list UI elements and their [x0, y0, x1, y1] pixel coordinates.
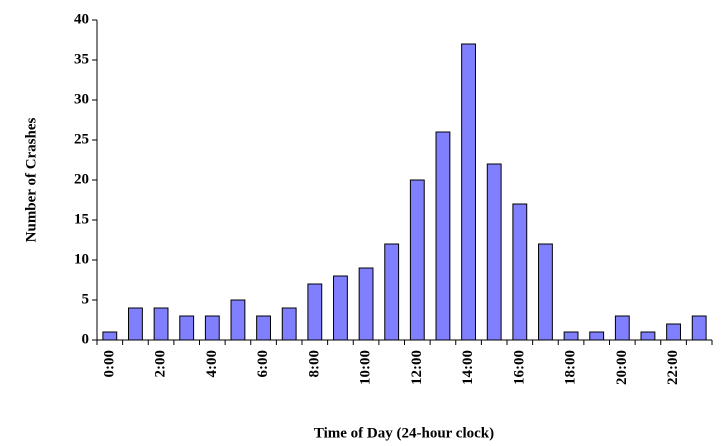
x-tick-label: 22:00: [665, 350, 681, 385]
bar: [128, 307, 143, 341]
x-tick-label: 18:00: [563, 350, 579, 385]
bar: [307, 283, 323, 341]
bar: [153, 307, 169, 341]
bar: [538, 243, 553, 341]
x-tick-label: 12:00: [409, 350, 425, 385]
x-tick-label: 20:00: [614, 350, 630, 385]
bar: [204, 315, 220, 341]
bar: [333, 275, 348, 341]
bar: [102, 331, 118, 341]
bar: [589, 331, 605, 341]
y-tick-label: 20: [74, 171, 89, 187]
x-tick-label: 4:00: [204, 350, 220, 378]
x-tick-label: 6:00: [255, 350, 271, 378]
bar: [384, 243, 400, 341]
x-tick-label: 14:00: [460, 350, 476, 385]
x-tick-label: 16:00: [511, 350, 527, 385]
y-tick-label: 5: [82, 291, 90, 307]
bar: [358, 267, 374, 341]
bar: [230, 299, 246, 341]
y-axis-title: Number of Crashes: [23, 117, 39, 242]
bar: [640, 331, 656, 341]
bar: [614, 315, 630, 341]
y-tick-label: 40: [74, 11, 89, 27]
bar: [179, 315, 195, 341]
bar: [409, 179, 425, 341]
y-tick-label: 25: [74, 131, 89, 147]
y-tick-label: 10: [74, 251, 89, 267]
bar: [691, 315, 707, 341]
bar: [256, 315, 271, 341]
y-tick-label: 35: [74, 51, 89, 67]
bar: [486, 163, 502, 341]
x-tick-label: 8:00: [306, 350, 322, 378]
y-tick-label: 30: [74, 91, 89, 107]
x-tick-label: 0:00: [101, 350, 117, 378]
bar: [435, 131, 451, 341]
x-tick-label: 2:00: [153, 350, 169, 378]
bar: [563, 331, 579, 341]
bar: [461, 43, 476, 341]
x-tick-label: 10:00: [358, 350, 374, 385]
bar: [512, 203, 528, 341]
x-axis-title: Time of Day (24-hour clock): [314, 425, 494, 441]
y-tick-label: 0: [82, 331, 90, 347]
bar: [281, 307, 297, 341]
bar: [666, 323, 681, 341]
y-tick-label: 15: [74, 211, 89, 227]
